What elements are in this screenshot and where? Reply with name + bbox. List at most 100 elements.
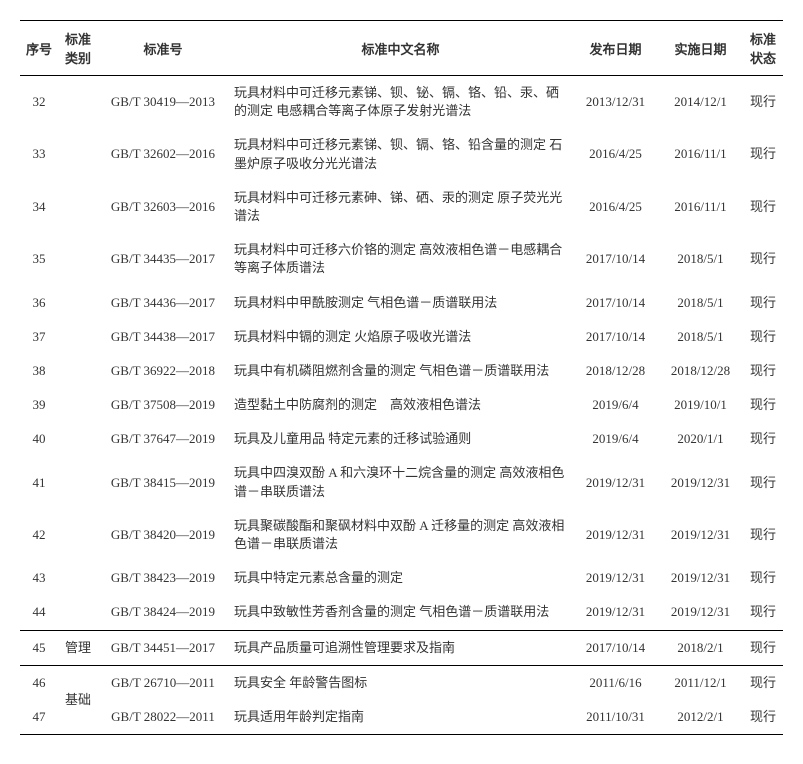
cell-publish-date: 2019/12/31 xyxy=(573,561,658,595)
cell-category xyxy=(58,388,98,422)
cell-seq: 43 xyxy=(20,561,58,595)
cell-effective-date: 2016/11/1 xyxy=(658,181,743,233)
cell-category xyxy=(58,509,98,561)
table-row: 38GB/T 36922—2018玩具中有机磷阻燃剂含量的测定 气相色谱－质谱联… xyxy=(20,354,783,388)
cell-category: 管理 xyxy=(58,630,98,665)
cell-publish-date: 2019/12/31 xyxy=(573,456,658,508)
cell-category xyxy=(58,286,98,320)
cell-seq: 44 xyxy=(20,595,58,630)
cell-seq: 37 xyxy=(20,320,58,354)
cell-effective-date: 2018/5/1 xyxy=(658,286,743,320)
th-stat: 标准状态 xyxy=(743,21,783,76)
cell-category xyxy=(58,181,98,233)
cell-seq: 46 xyxy=(20,665,58,700)
standards-table: 序号 标准类别 标准号 标准中文名称 发布日期 实施日期 标准状态 32GB/T… xyxy=(20,20,783,735)
cell-seq: 40 xyxy=(20,422,58,456)
cell-standard-name: 玩具及儿童用品 特定元素的迁移试验通则 xyxy=(228,422,573,456)
cell-seq: 41 xyxy=(20,456,58,508)
table-row: 35GB/T 34435—2017玩具材料中可迁移六价铬的测定 高效液相色谱－电… xyxy=(20,233,783,285)
cell-standard-no: GB/T 37647—2019 xyxy=(98,422,228,456)
table-row: 42GB/T 38420—2019玩具聚碳酸酯和聚砜材料中双酚 A 迁移量的测定… xyxy=(20,509,783,561)
cell-category: 基础 xyxy=(58,665,98,734)
cell-category xyxy=(58,456,98,508)
table-row: 40 GB/T 37647—2019玩具及儿童用品 特定元素的迁移试验通则2019… xyxy=(20,422,783,456)
cell-seq: 33 xyxy=(20,128,58,180)
cell-seq: 36 xyxy=(20,286,58,320)
cell-status: 现行 xyxy=(743,354,783,388)
cell-status: 现行 xyxy=(743,388,783,422)
cell-status: 现行 xyxy=(743,128,783,180)
cell-standard-name: 玩具中四溴双酚 A 和六溴环十二烷含量的测定 高效液相色谱－串联质谱法 xyxy=(228,456,573,508)
cell-status: 现行 xyxy=(743,233,783,285)
cell-seq: 39 xyxy=(20,388,58,422)
cell-publish-date: 2013/12/31 xyxy=(573,76,658,129)
cell-standard-name: 玩具中有机磷阻燃剂含量的测定 气相色谱－质谱联用法 xyxy=(228,354,573,388)
cell-standard-no: GB/T 37508—2019 xyxy=(98,388,228,422)
table-row: 46基础GB/T 26710—2011玩具安全 年龄警告图标2011/6/162… xyxy=(20,665,783,700)
cell-publish-date: 2019/6/4 xyxy=(573,388,658,422)
cell-effective-date: 2019/12/31 xyxy=(658,561,743,595)
cell-publish-date: 2017/10/14 xyxy=(573,630,658,665)
cell-standard-name: 玩具产品质量可追溯性管理要求及指南 xyxy=(228,630,573,665)
cell-standard-name: 玩具适用年龄判定指南 xyxy=(228,700,573,735)
cell-publish-date: 2016/4/25 xyxy=(573,181,658,233)
cell-publish-date: 2011/6/16 xyxy=(573,665,658,700)
cell-category xyxy=(58,422,98,456)
th-std: 标准号 xyxy=(98,21,228,76)
cell-effective-date: 2018/5/1 xyxy=(658,320,743,354)
th-eff: 实施日期 xyxy=(658,21,743,76)
cell-standard-no: GB/T 38420—2019 xyxy=(98,509,228,561)
cell-effective-date: 2020/1/1 xyxy=(658,422,743,456)
cell-standard-no: GB/T 38415—2019 xyxy=(98,456,228,508)
cell-effective-date: 2018/12/28 xyxy=(658,354,743,388)
cell-publish-date: 2019/12/31 xyxy=(573,509,658,561)
cell-publish-date: 2017/10/14 xyxy=(573,320,658,354)
cell-standard-name: 玩具聚碳酸酯和聚砜材料中双酚 A 迁移量的测定 高效液相色谱－串联质谱法 xyxy=(228,509,573,561)
table-row: 41 GB/T 38415—2019玩具中四溴双酚 A 和六溴环十二烷含量的测定 … xyxy=(20,456,783,508)
cell-effective-date: 2011/12/1 xyxy=(658,665,743,700)
cell-category xyxy=(58,128,98,180)
cell-publish-date: 2011/10/31 xyxy=(573,700,658,735)
cell-standard-name: 玩具安全 年龄警告图标 xyxy=(228,665,573,700)
cell-effective-date: 2018/5/1 xyxy=(658,233,743,285)
th-pub: 发布日期 xyxy=(573,21,658,76)
cell-standard-name: 玩具材料中可迁移元素锑、钡、镉、铬、铅含量的测定 石墨炉原子吸收分光光谱法 xyxy=(228,128,573,180)
cell-standard-name: 玩具材料中镉的测定 火焰原子吸收光谱法 xyxy=(228,320,573,354)
table-row: 34GB/T 32603—2016玩具材料中可迁移元素砷、锑、硒、汞的测定 原子… xyxy=(20,181,783,233)
th-name: 标准中文名称 xyxy=(228,21,573,76)
table-row: 37GB/T 34438—2017玩具材料中镉的测定 火焰原子吸收光谱法2017… xyxy=(20,320,783,354)
cell-effective-date: 2012/2/1 xyxy=(658,700,743,735)
cell-seq: 35 xyxy=(20,233,58,285)
cell-category xyxy=(58,233,98,285)
cell-status: 现行 xyxy=(743,286,783,320)
cell-standard-name: 玩具材料中可迁移元素砷、锑、硒、汞的测定 原子荧光光谱法 xyxy=(228,181,573,233)
cell-standard-no: GB/T 32602—2016 xyxy=(98,128,228,180)
cell-publish-date: 2018/12/28 xyxy=(573,354,658,388)
cell-status: 现行 xyxy=(743,630,783,665)
cell-standard-no: GB/T 34436—2017 xyxy=(98,286,228,320)
cell-status: 现行 xyxy=(743,181,783,233)
table-row: 39GB/T 37508—2019造型黏土中防腐剂的测定 高效液相色谱法2019… xyxy=(20,388,783,422)
table-row: 45管理GB/T 34451—2017玩具产品质量可追溯性管理要求及指南2017… xyxy=(20,630,783,665)
table-row: 36GB/T 34436—2017玩具材料中甲酰胺测定 气相色谱－质谱联用法20… xyxy=(20,286,783,320)
cell-status: 现行 xyxy=(743,76,783,129)
cell-effective-date: 2014/12/1 xyxy=(658,76,743,129)
cell-standard-no: GB/T 30419—2013 xyxy=(98,76,228,129)
cell-publish-date: 2019/6/4 xyxy=(573,422,658,456)
cell-publish-date: 2017/10/14 xyxy=(573,286,658,320)
cell-status: 现行 xyxy=(743,422,783,456)
cell-seq: 38 xyxy=(20,354,58,388)
cell-effective-date: 2018/2/1 xyxy=(658,630,743,665)
table-row: 44GB/T 38424—2019玩具中致敏性芳香剂含量的测定 气相色谱－质谱联… xyxy=(20,595,783,630)
cell-standard-name: 玩具材料中可迁移元素锑、钡、铋、镉、铬、铅、汞、硒的测定 电感耦合等离子体原子发… xyxy=(228,76,573,129)
cell-status: 现行 xyxy=(743,320,783,354)
cell-standard-name: 玩具材料中可迁移六价铬的测定 高效液相色谱－电感耦合等离子体质谱法 xyxy=(228,233,573,285)
table-header-row: 序号 标准类别 标准号 标准中文名称 发布日期 实施日期 标准状态 xyxy=(20,21,783,76)
cell-effective-date: 2016/11/1 xyxy=(658,128,743,180)
cell-status: 现行 xyxy=(743,595,783,630)
cell-status: 现行 xyxy=(743,700,783,735)
cell-seq: 34 xyxy=(20,181,58,233)
cell-effective-date: 2019/12/31 xyxy=(658,509,743,561)
cell-category xyxy=(58,595,98,630)
cell-standard-no: GB/T 34451—2017 xyxy=(98,630,228,665)
